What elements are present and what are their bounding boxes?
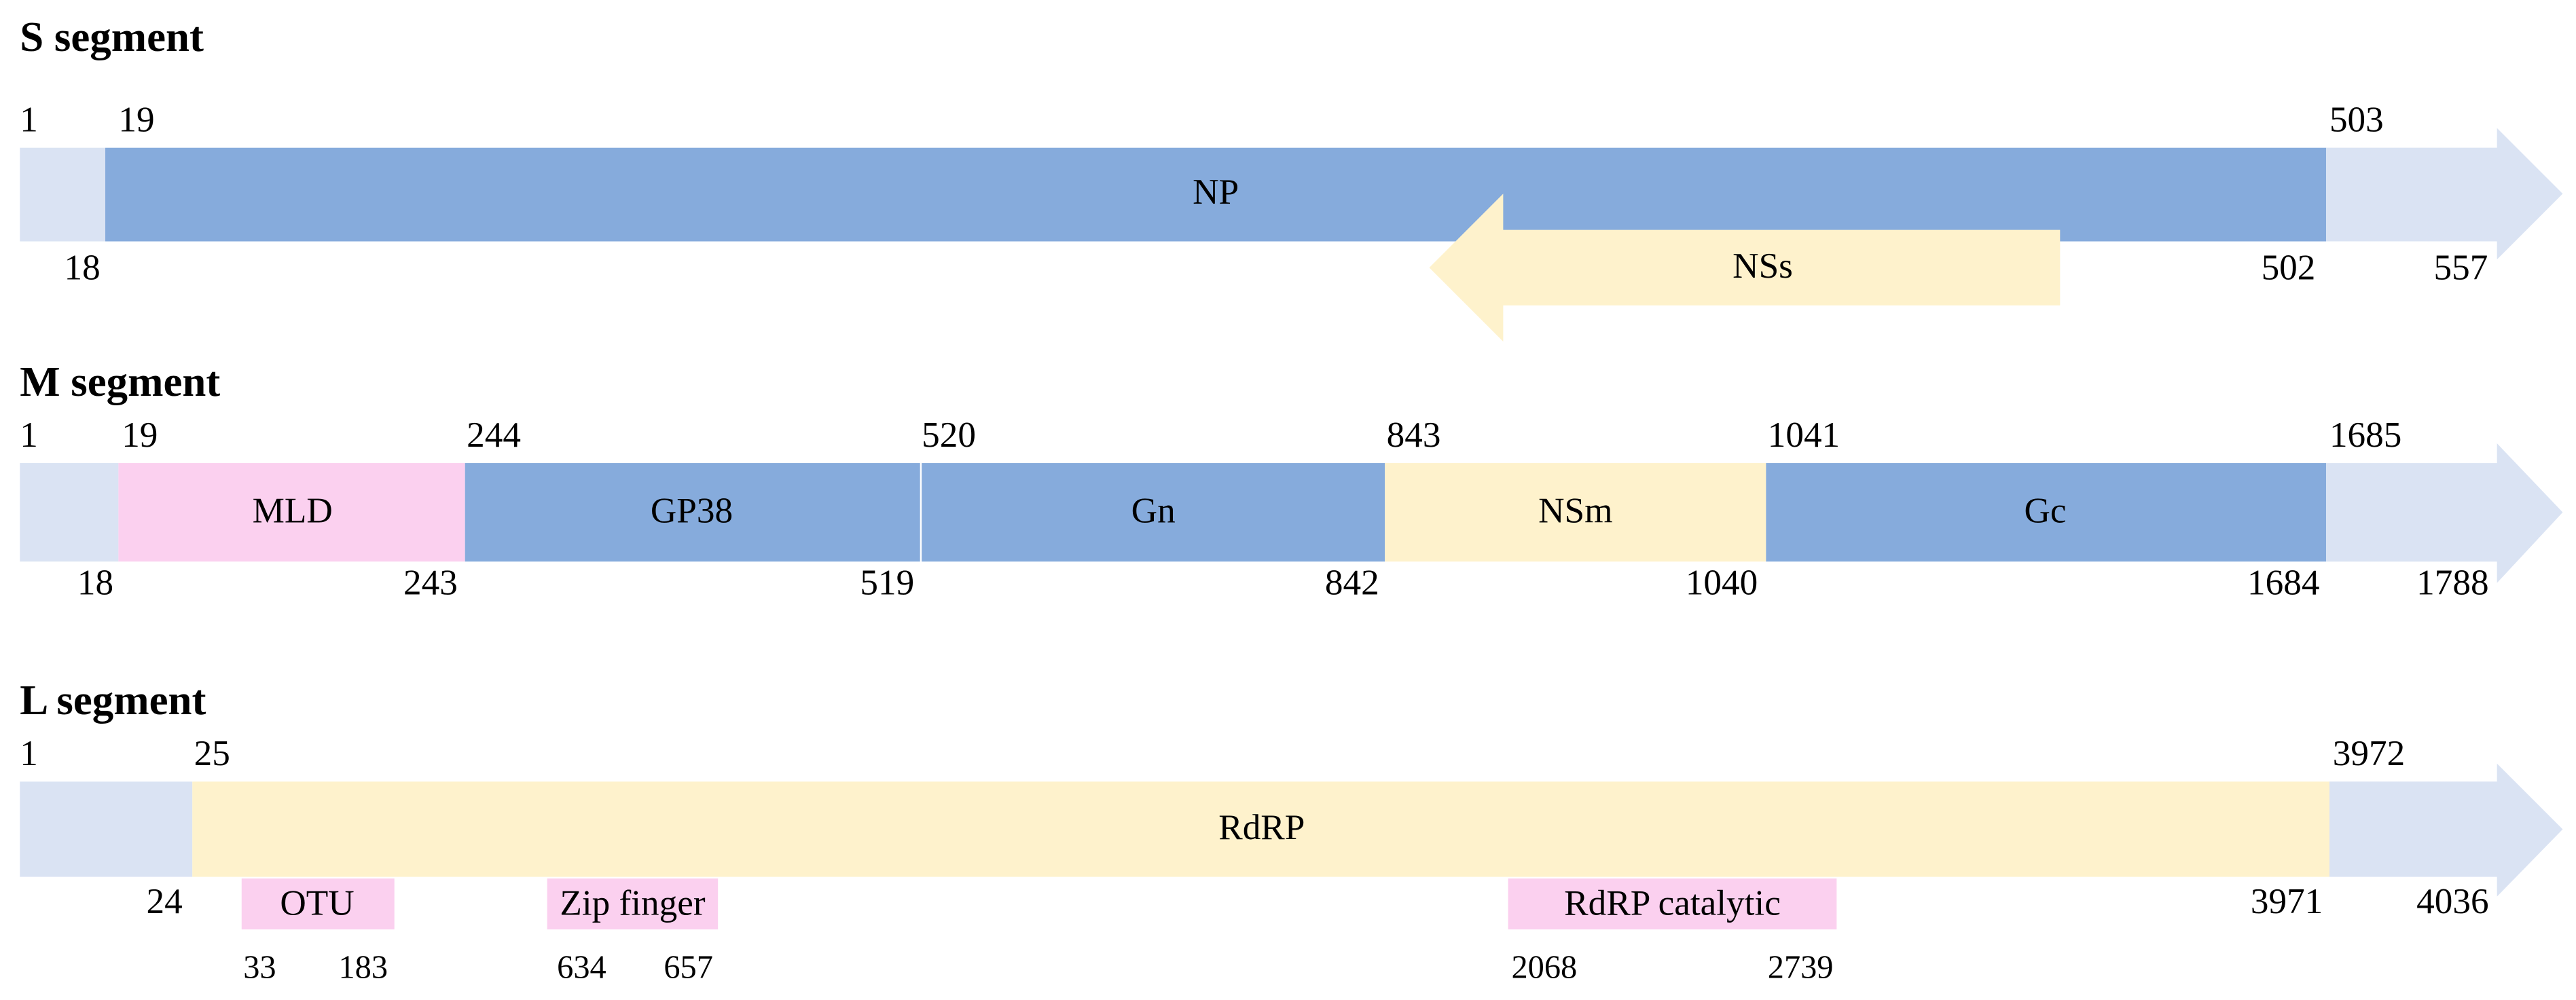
position-label: 502 <box>2262 247 2316 287</box>
position-label: 1040 <box>1686 563 1758 603</box>
position-label: 520 <box>922 415 976 455</box>
domain-box <box>1508 878 1837 929</box>
position-label: 243 <box>403 563 458 603</box>
position-label: 244 <box>467 415 521 455</box>
position-label: 519 <box>860 563 914 603</box>
domain-end: 657 <box>664 950 713 986</box>
position-label: 1041 <box>1768 415 1840 455</box>
position-label: 1685 <box>2329 415 2401 455</box>
position-label: 842 <box>1325 563 1379 603</box>
position-label: 18 <box>77 563 113 603</box>
domain-start: 2068 <box>1511 950 1577 986</box>
position-label: 1 <box>20 733 38 773</box>
domain-box <box>547 878 719 929</box>
domain-start: 33 <box>243 950 276 986</box>
utr-arrow <box>2326 128 2563 260</box>
np-orf <box>105 147 2327 242</box>
position-label: 18 <box>65 247 101 287</box>
position-label: 503 <box>2329 100 2384 140</box>
gp38-region <box>465 463 920 562</box>
segment-title: L segment <box>20 676 206 724</box>
domain-end: 183 <box>338 950 388 986</box>
position-label: 25 <box>194 733 230 773</box>
domain-label: OTU <box>280 883 354 923</box>
utr <box>20 781 193 877</box>
mld-region <box>118 463 465 562</box>
position-label: 557 <box>2434 247 2488 287</box>
utr <box>20 463 119 562</box>
position-label: 1 <box>20 415 38 455</box>
domain-box <box>241 878 395 929</box>
position-label: 843 <box>1387 415 1441 455</box>
feature-label: Gn <box>1131 490 1176 530</box>
feature-label: NSm <box>1538 490 1612 530</box>
position-label: 1788 <box>2416 563 2488 603</box>
rdrp-orf <box>192 781 2329 877</box>
gn-region <box>922 463 1385 562</box>
utr-arrow <box>2326 443 2563 583</box>
feature-label: RdRP <box>1218 807 1305 847</box>
position-label: 19 <box>122 415 158 455</box>
position-label: 3972 <box>2333 733 2405 773</box>
position-label: 1684 <box>2247 563 2319 603</box>
segment-title: S segment <box>20 13 204 60</box>
domain-end: 2739 <box>1768 950 1834 986</box>
feature-label: GP38 <box>651 490 733 530</box>
position-label: 4036 <box>2416 881 2488 921</box>
domain-label: RdRP catalytic <box>1564 883 1781 923</box>
domain-label: Zip finger <box>560 883 705 923</box>
feature-label: NP <box>1193 172 1239 212</box>
position-label: 1 <box>20 100 38 140</box>
position-label: 24 <box>146 881 182 921</box>
gc-region <box>1766 463 2327 562</box>
position-label: 3971 <box>2251 881 2323 921</box>
nsm-region <box>1385 463 1766 562</box>
feature-label: NSs <box>1733 246 1793 286</box>
utr <box>20 147 106 242</box>
position-label: 19 <box>118 100 154 140</box>
segment-title: M segment <box>20 358 220 405</box>
nss-arrow <box>1429 193 2061 342</box>
feature-label: Gc <box>2025 490 2067 530</box>
utr-arrow <box>2329 763 2563 897</box>
domain-start: 634 <box>557 950 606 986</box>
feature-label: MLD <box>253 490 333 530</box>
